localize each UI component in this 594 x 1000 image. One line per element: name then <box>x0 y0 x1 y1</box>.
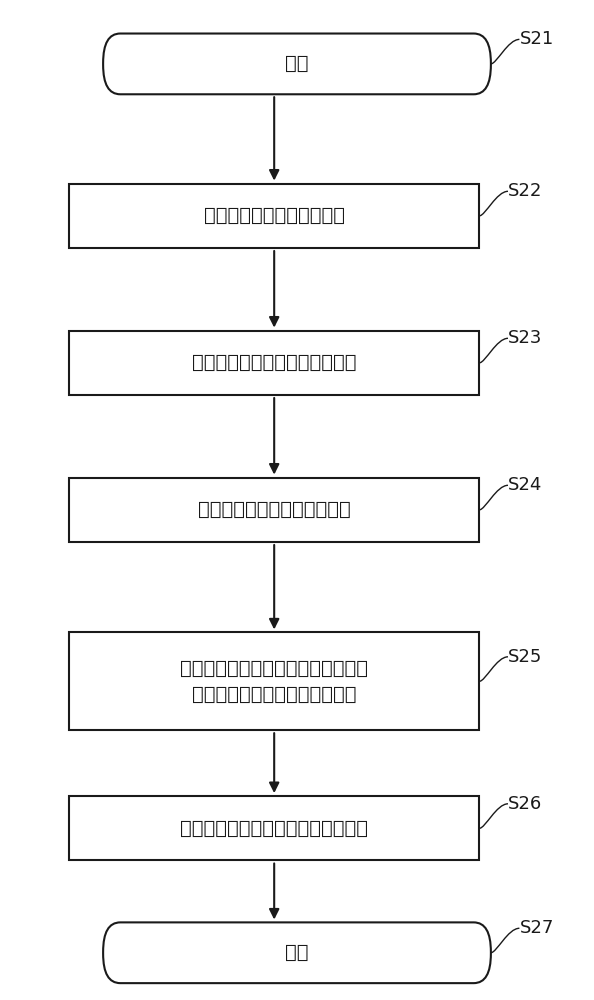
Text: S21: S21 <box>519 30 554 48</box>
Text: 将电池厚度与交流带入对应的拟合公
式中，对退役电池容量进行拟合: 将电池厚度与交流带入对应的拟合公 式中，对退役电池容量进行拟合 <box>180 659 368 704</box>
Text: 区分退役电池的生产批次与型号: 区分退役电池的生产批次与型号 <box>192 353 356 372</box>
FancyBboxPatch shape <box>103 922 491 983</box>
Text: S27: S27 <box>519 919 554 937</box>
Text: S22: S22 <box>508 182 542 200</box>
FancyBboxPatch shape <box>69 632 479 730</box>
FancyBboxPatch shape <box>69 796 479 860</box>
Text: S26: S26 <box>508 795 542 813</box>
FancyBboxPatch shape <box>69 184 479 248</box>
Text: 测量退役电池厚度与交流电阻: 测量退役电池厚度与交流电阻 <box>198 500 350 519</box>
FancyBboxPatch shape <box>103 34 491 94</box>
Text: S23: S23 <box>508 329 542 347</box>
Text: 根据拟合结果，对退役电池进行分类: 根据拟合结果，对退役电池进行分类 <box>180 819 368 838</box>
Text: S24: S24 <box>508 476 542 494</box>
Text: S25: S25 <box>508 648 542 666</box>
FancyBboxPatch shape <box>69 478 479 542</box>
Text: 结束: 结束 <box>285 943 309 962</box>
FancyBboxPatch shape <box>69 331 479 395</box>
Text: 检测退役电池外观是否合格: 检测退役电池外观是否合格 <box>204 206 345 225</box>
Text: 开始: 开始 <box>285 54 309 73</box>
